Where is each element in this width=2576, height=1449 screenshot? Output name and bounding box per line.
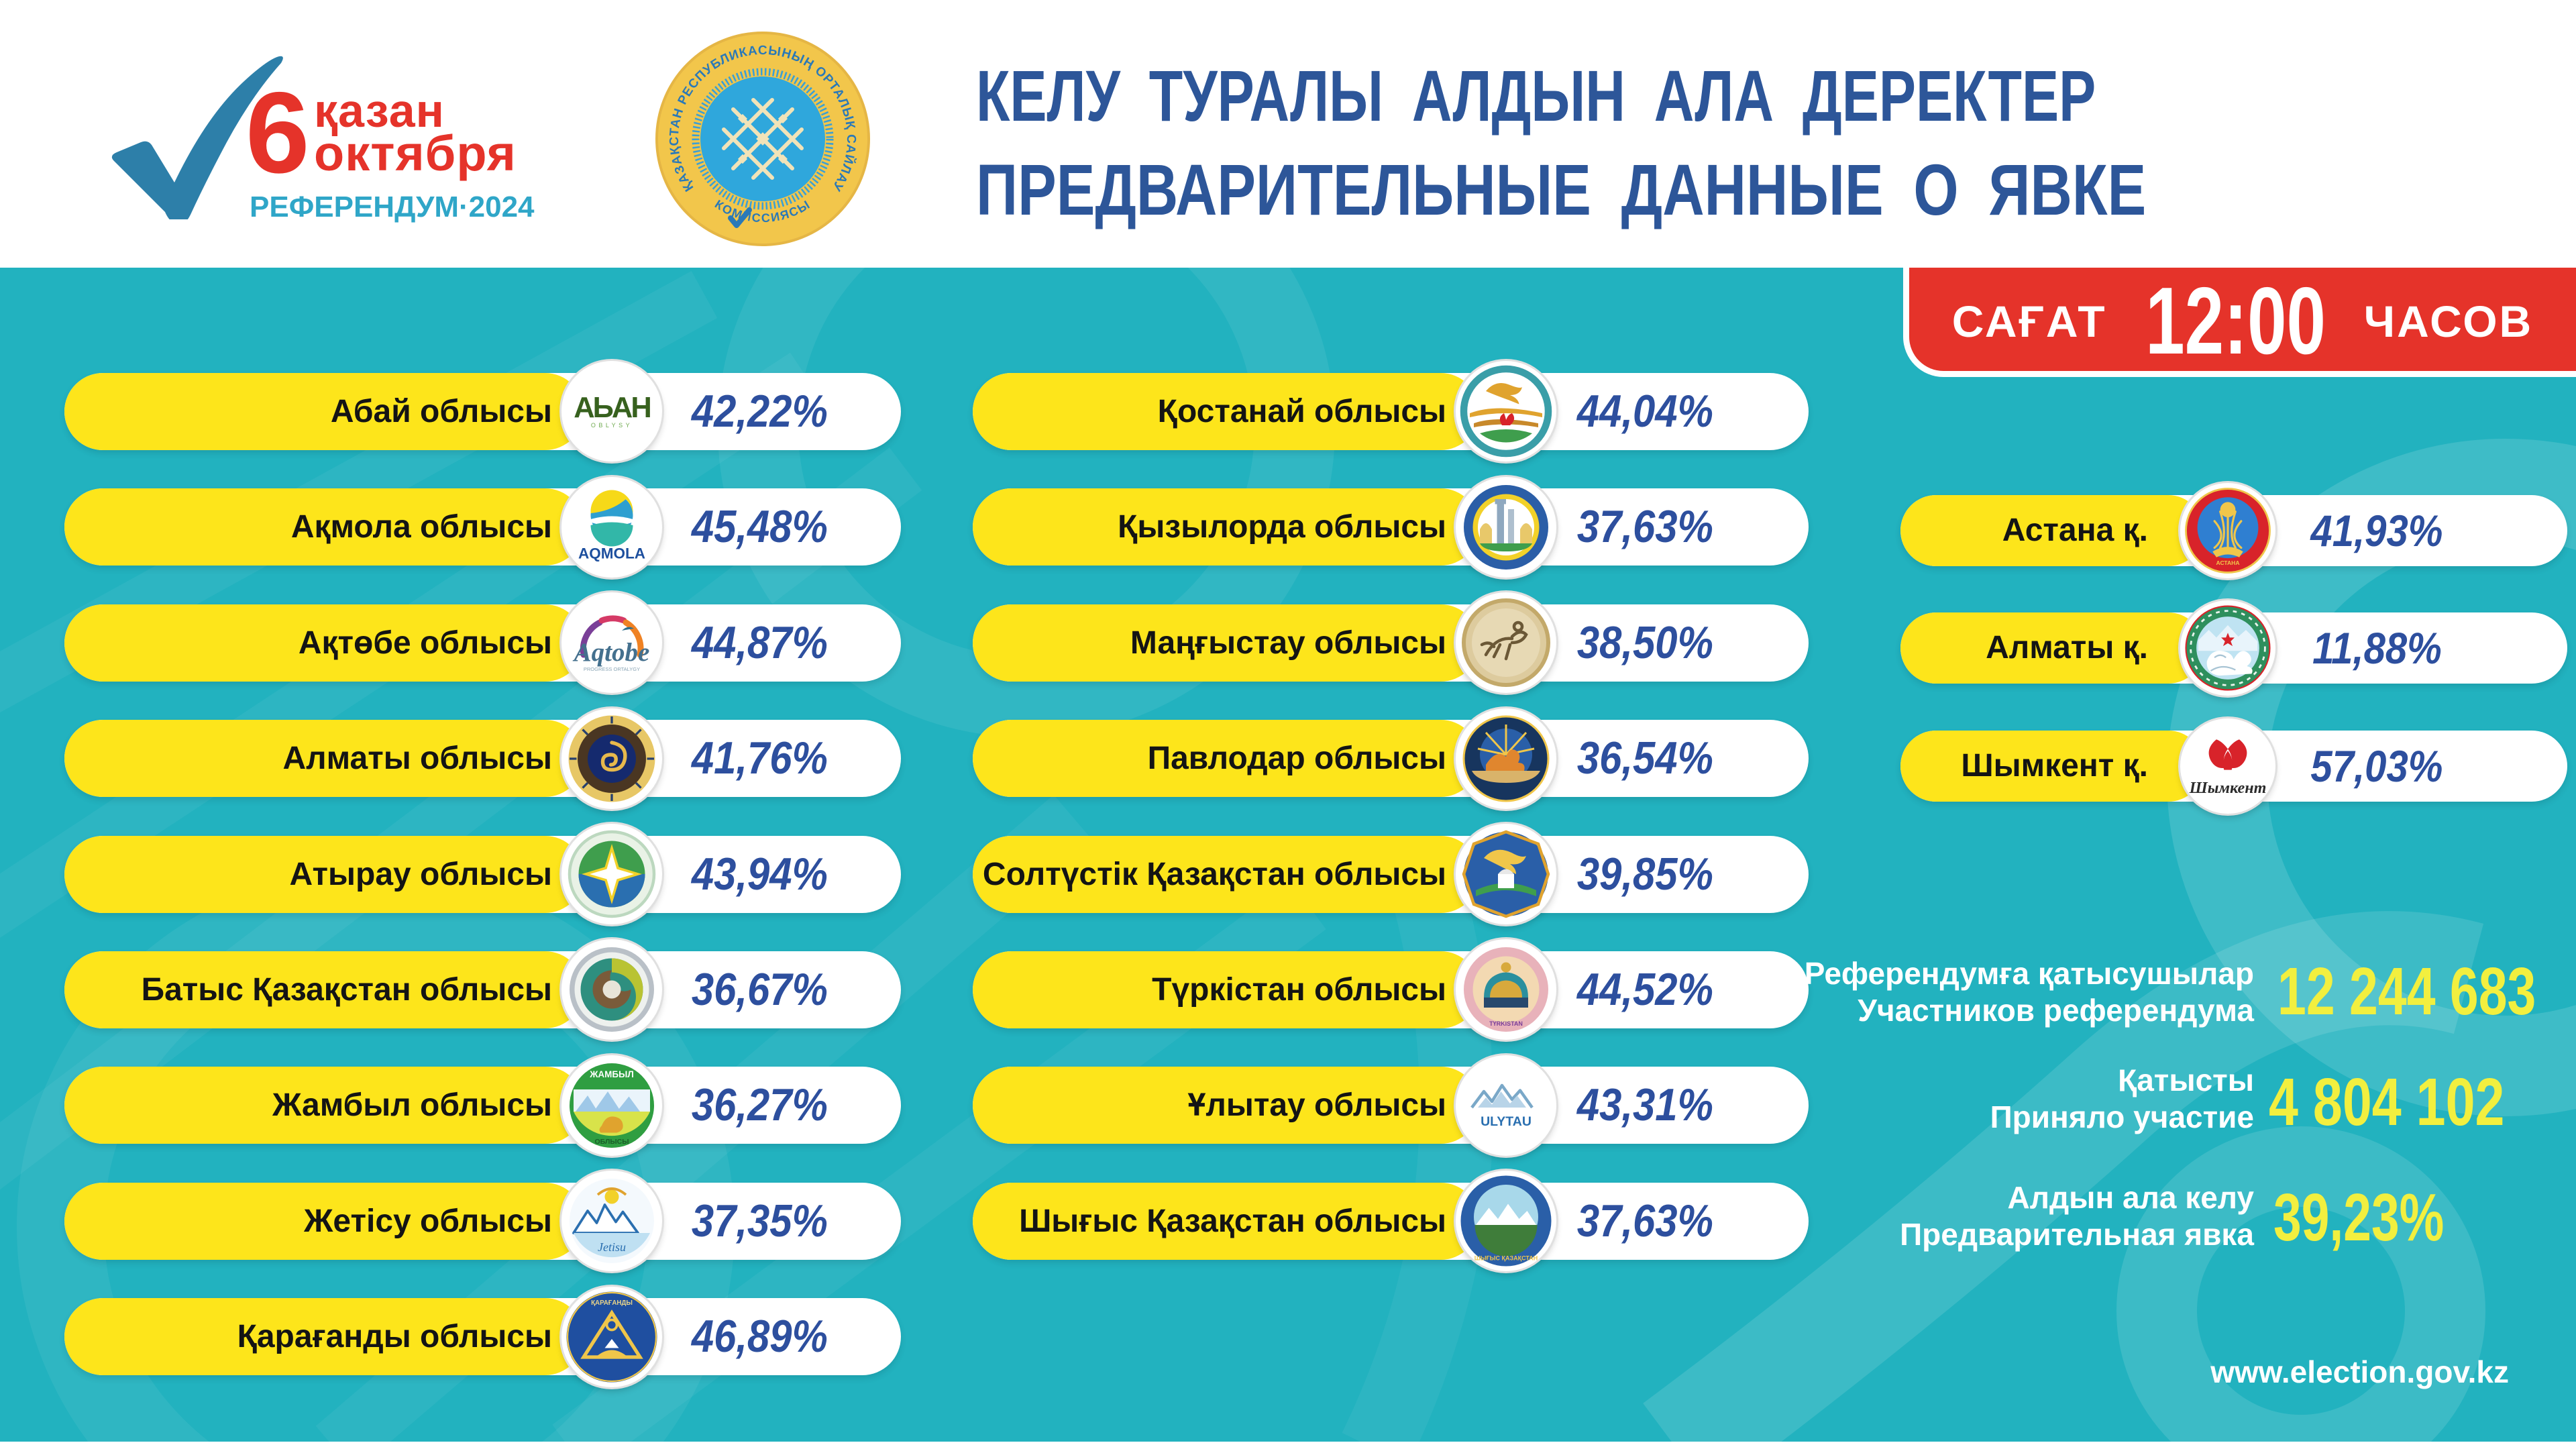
svg-text:ОБЛЫСЫ: ОБЛЫСЫ [595,1138,629,1146]
svg-text:АСТАНА: АСТАНА [2216,559,2240,566]
svg-text:AQMOLA: AQMOLA [578,545,645,562]
svg-text:AЬAH: AЬAH [574,392,650,424]
svg-text:ЖАМБЫЛ: ЖАМБЫЛ [589,1069,634,1079]
svg-text:Шымкент: Шымкент [2189,779,2267,797]
svg-text:ULYTAU: ULYTAU [1481,1114,1532,1129]
svg-text:TҮRKІSTAN: TҮRKІSTAN [1489,1020,1523,1027]
svg-text:ҚАРАҒАНДЫ: ҚАРАҒАНДЫ [591,1299,633,1307]
svg-text:OBLYSY: OBLYSY [591,422,633,429]
svg-text:Aqtobe: Aqtobe [572,638,650,667]
svg-text:ШЫҒЫС ҚАЗАҚСТАН: ШЫҒЫС ҚАЗАҚСТАН [1474,1255,1538,1262]
svg-text:PROGRESS ORTALYGY: PROGRESS ORTALYGY [584,666,640,672]
svg-text:Jetisu: Jetisu [598,1240,626,1254]
